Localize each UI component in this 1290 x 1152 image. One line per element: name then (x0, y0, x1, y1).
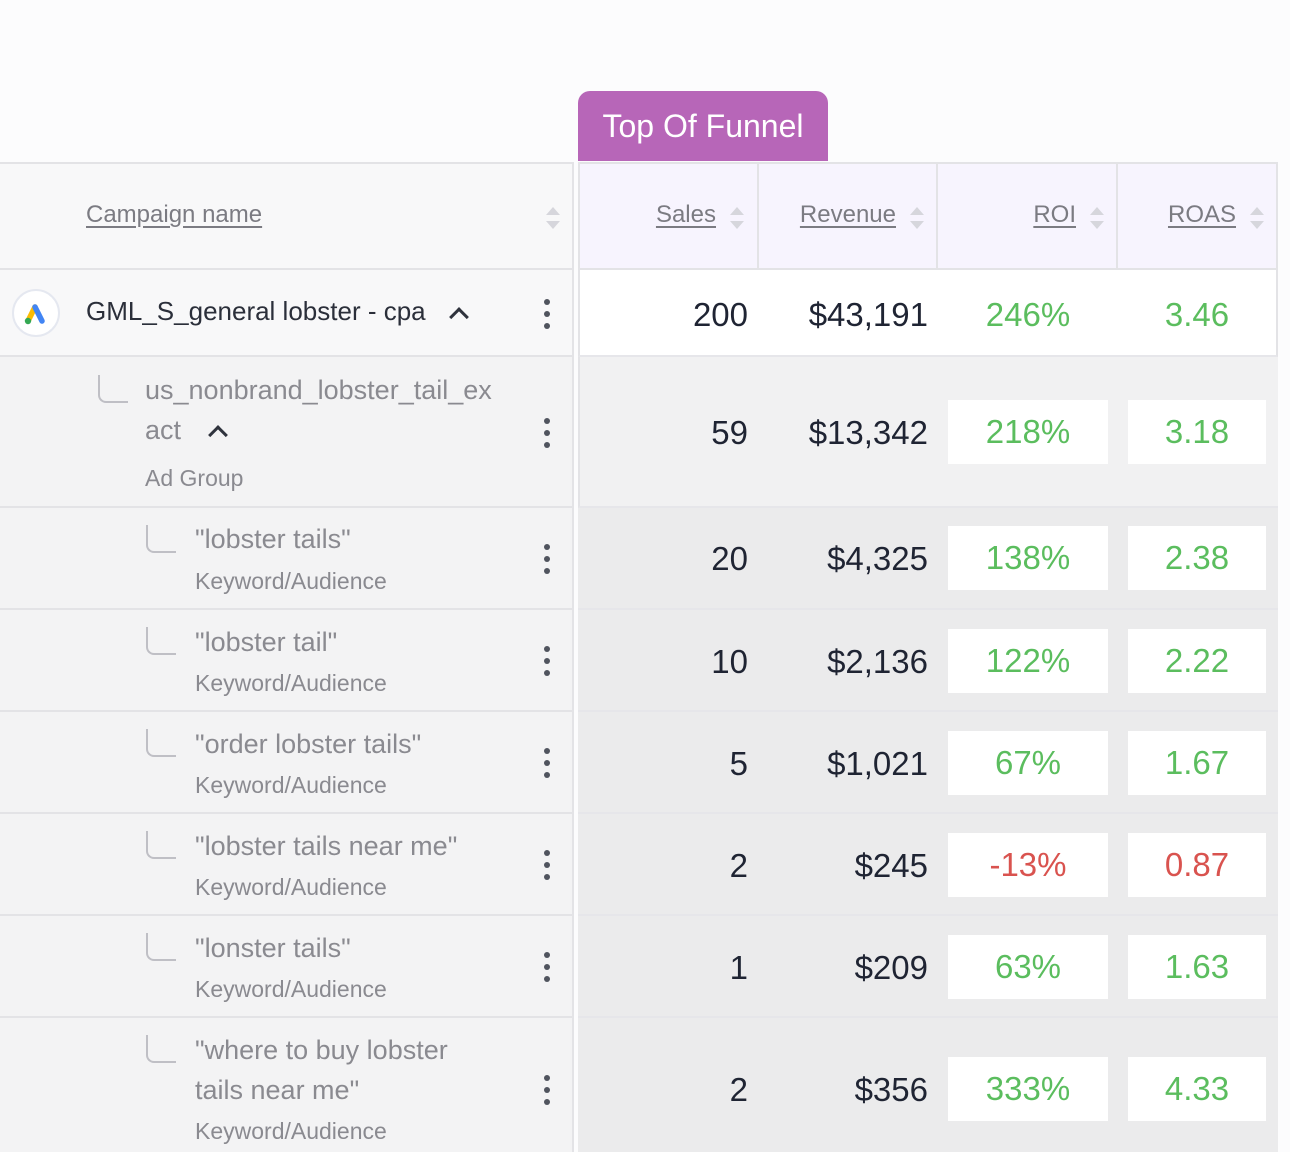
row-type-label: Keyword/Audience (195, 1118, 387, 1144)
revenue-value: $43,191 (808, 296, 928, 333)
more-options-icon[interactable] (543, 418, 551, 448)
roas-value: 3.18 (1128, 400, 1266, 464)
roas-value: 2.22 (1128, 629, 1266, 693)
sales-value: 200 (692, 296, 748, 333)
keyword-name[interactable]: "lobster tails near me" (195, 831, 458, 861)
table-row[interactable] (0, 916, 574, 1018)
sales-value: 59 (711, 414, 748, 451)
roas-value: 2.38 (1128, 526, 1266, 590)
sales-value: 20 (711, 540, 748, 577)
column-header-campaign-name[interactable]: Campaign name (86, 201, 263, 228)
more-options-icon[interactable] (543, 850, 551, 880)
sort-icon[interactable] (910, 207, 924, 229)
roi-value: 67% (948, 731, 1108, 795)
tree-branch-icon (98, 375, 128, 403)
table-row[interactable] (0, 610, 574, 712)
table-row[interactable] (0, 508, 574, 610)
tree-branch-icon (146, 525, 176, 553)
revenue-value: $1,021 (827, 745, 928, 782)
roas-value: 4.33 (1128, 1057, 1266, 1121)
tree-branch-icon (146, 627, 176, 655)
row-type-label: Ad Group (145, 465, 244, 491)
table-row[interactable] (0, 357, 574, 508)
revenue-value: $356 (854, 1071, 928, 1108)
header-separator (1116, 162, 1118, 270)
keyword-name[interactable]: "lobster tail" (195, 627, 338, 657)
column-header-revenue[interactable]: Revenue (799, 201, 896, 228)
sales-value: 2 (729, 1071, 748, 1108)
more-options-icon[interactable] (543, 646, 551, 676)
campaign-name[interactable]: GML_S_general lobster - cpa (86, 296, 426, 326)
revenue-value: $2,136 (827, 643, 928, 680)
sales-value: 5 (729, 745, 748, 782)
roi-value: 122% (948, 629, 1108, 693)
sales-value: 2 (729, 847, 748, 884)
tree-branch-icon (146, 831, 176, 859)
sort-icon[interactable] (730, 207, 744, 229)
ad-group-name-line1[interactable]: us_nonbrand_lobster_tail_ex (145, 375, 492, 405)
left-header (0, 162, 574, 270)
roas-value: 1.67 (1128, 731, 1266, 795)
keyword-name-line1[interactable]: "where to buy lobster (195, 1035, 448, 1065)
revenue-value: $13,342 (808, 414, 928, 451)
sort-icon[interactable] (1090, 207, 1104, 229)
table-row[interactable] (0, 270, 574, 357)
roi-value: 218% (948, 400, 1108, 464)
tree-branch-icon (146, 729, 176, 757)
table-row[interactable] (0, 814, 574, 916)
more-options-icon[interactable] (543, 1075, 551, 1105)
roi-value: 333% (948, 1057, 1108, 1121)
roi-value: 138% (948, 526, 1108, 590)
revenue-value: $4,325 (827, 540, 928, 577)
right-header (578, 162, 1278, 270)
roi-value: 246% (948, 283, 1108, 347)
column-header-roas[interactable]: ROAS (1167, 201, 1236, 228)
revenue-value: $209 (854, 949, 928, 986)
row-type-label: Keyword/Audience (195, 976, 387, 1002)
roi-value: 63% (948, 935, 1108, 999)
sort-icon[interactable] (546, 207, 560, 229)
tree-branch-icon (146, 933, 176, 961)
more-options-icon[interactable] (543, 748, 551, 778)
header-separator (936, 162, 938, 270)
tree-branch-icon (146, 1035, 176, 1063)
more-options-icon[interactable] (543, 952, 551, 982)
google-ads-icon (12, 289, 60, 337)
ad-group-name-line2[interactable]: act (145, 415, 182, 445)
roas-value: 1.63 (1128, 935, 1266, 999)
table-row[interactable] (0, 1018, 574, 1152)
sales-value: 10 (711, 643, 748, 680)
roi-value: -13% (948, 833, 1108, 897)
sort-icon[interactable] (1250, 207, 1264, 229)
keyword-name[interactable]: "lonster tails" (195, 933, 351, 963)
sales-value: 1 (729, 949, 748, 986)
more-options-icon[interactable] (543, 544, 551, 574)
row-type-label: Keyword/Audience (195, 568, 387, 594)
keyword-name[interactable]: "order lobster tails" (195, 729, 422, 759)
row-type-label: Keyword/Audience (195, 772, 387, 798)
header-separator (757, 162, 759, 270)
roas-value: 0.87 (1128, 833, 1266, 897)
revenue-value: $245 (854, 847, 928, 884)
row-type-label: Keyword/Audience (195, 874, 387, 900)
keyword-name[interactable]: "lobster tails" (195, 524, 351, 554)
column-header-sales[interactable]: Sales (655, 201, 716, 228)
funnel-tab-top-of-funnel[interactable]: Top Of Funnel (578, 91, 828, 161)
more-options-icon[interactable] (543, 299, 551, 329)
table-row[interactable] (0, 712, 574, 814)
roas-value: 3.46 (1128, 283, 1266, 347)
keyword-name-line2[interactable]: tails near me" (195, 1075, 360, 1105)
row-type-label: Keyword/Audience (195, 670, 387, 696)
column-header-roi[interactable]: ROI (1033, 201, 1076, 228)
